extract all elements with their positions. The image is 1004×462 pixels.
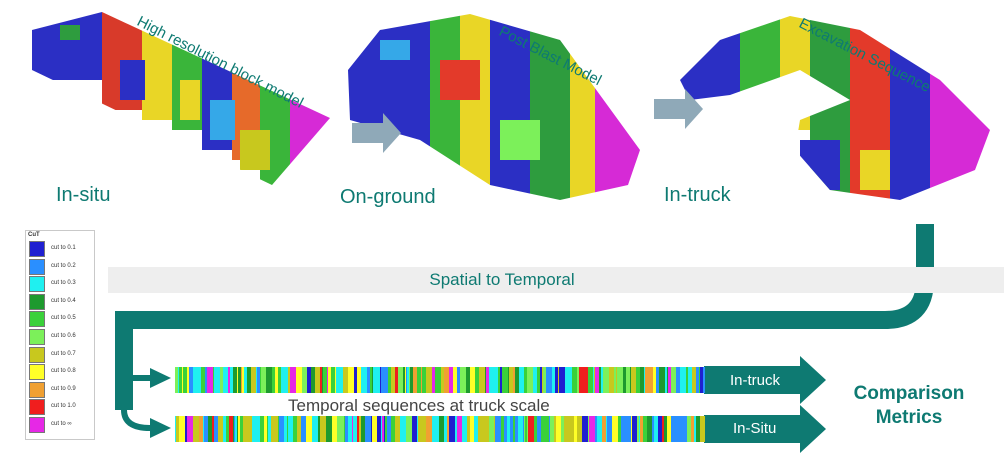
legend-label: cut to 0.4 — [51, 297, 76, 304]
comparison-metrics-line1: Comparison — [853, 383, 965, 404]
legend-item: cut to 1.0 — [29, 399, 91, 416]
legend-swatch — [29, 346, 45, 363]
legend-label: cut to 0.7 — [51, 350, 76, 357]
comparison-metrics-line2: Metrics — [875, 407, 943, 428]
comparison-metrics: Comparison Metrics — [844, 382, 974, 430]
spatial-to-temporal-band — [108, 267, 1004, 293]
legend-label: cut to 0.1 — [51, 245, 76, 251]
legend-label: cut to 0.3 — [51, 280, 76, 287]
legend-title: CuT — [28, 232, 40, 238]
transition-arrow — [352, 113, 401, 153]
in-truck-stage-label: In-truck — [664, 184, 731, 206]
on-ground-stage-label: On-ground — [340, 186, 436, 208]
in-truck-sequence-bar — [175, 367, 705, 393]
legend-item: cut to 0.1 — [29, 241, 91, 257]
legend-item: cut to 0.7 — [29, 346, 91, 363]
legend-label: cut to 0.8 — [51, 368, 76, 375]
legend-item: cut to 0.9 — [29, 381, 91, 398]
in-truck-sequence-label: In-truck — [730, 372, 781, 389]
legend-label: cut to 1.0 — [51, 403, 76, 410]
legend-swatch — [29, 258, 45, 275]
legend-swatch — [29, 241, 45, 257]
in-situ-stage-label: In-situ — [56, 184, 111, 206]
legend-label: cut to 0.6 — [51, 333, 76, 339]
legend-swatch — [29, 293, 45, 310]
legend-swatch — [29, 399, 45, 416]
legend-item: cut to 0.4 — [29, 293, 91, 310]
legend-label: cut to 0.5 — [51, 315, 76, 322]
in-situ-arrow — [704, 405, 826, 453]
legend-label: cut to 0.9 — [51, 385, 76, 392]
legend-swatch — [29, 329, 45, 345]
legend-item: cut to ∞ — [29, 417, 91, 433]
legend-item: cut to 0.6 — [29, 329, 91, 345]
legend-label: cut to 0.2 — [51, 262, 76, 269]
legend-swatch — [29, 276, 45, 293]
sequence-caption: Temporal sequences at truck scale — [288, 396, 550, 415]
legend-item: cut to 0.3 — [29, 276, 91, 293]
in-situ-sequence-bar — [175, 416, 705, 442]
legend-swatch — [29, 364, 45, 381]
legend-swatch — [29, 381, 45, 398]
transition-arrow — [654, 89, 703, 129]
legend-item: cut to 0.2 — [29, 258, 91, 275]
legend-swatch — [29, 311, 45, 328]
spatial-to-temporal-label: Spatial to Temporal — [429, 270, 575, 289]
legend-item: cut to 0.5 — [29, 311, 91, 328]
legend-swatch — [29, 417, 45, 433]
legend-item: cut to 0.8 — [29, 364, 91, 381]
legend-label: cut to ∞ — [51, 421, 72, 427]
in-truck-arrow — [704, 356, 826, 404]
in-situ-sequence-label: In-Situ — [733, 420, 777, 437]
cut-grade-legend: CuT cut to 0.1 cut to 0.2 cut to 0.3 cut to… — [25, 230, 95, 440]
